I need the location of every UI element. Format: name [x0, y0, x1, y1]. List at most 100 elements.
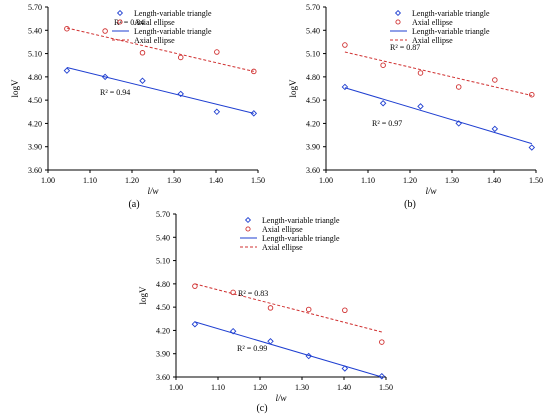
ellipse-data-point [380, 62, 386, 68]
ellipse-data-point [342, 307, 348, 313]
ellipse-data-point [251, 68, 257, 75]
y-axis-label: logV [288, 79, 298, 98]
y-tick-label: 4.80 [306, 73, 320, 82]
y-tick-label: 5.10 [28, 50, 42, 59]
x-tick-label: 1.30 [167, 176, 181, 185]
chart-panel-1: 3.60 3.90 4.20 4.50 4.80 5.10 5.40 5.70 1.00 1.10… [10, 3, 265, 210]
r-squared-label: R² = 0.87 [390, 43, 420, 52]
ellipse-data-point [492, 77, 498, 83]
legend-label: Length-variable triangle [134, 9, 212, 18]
ellipse-data-point [230, 289, 236, 296]
x-tick-label: 1.20 [253, 383, 267, 392]
y-tick-label: 3.90 [306, 143, 320, 152]
ellipse-data-point [417, 70, 424, 76]
y-tick-label: 4.20 [156, 326, 170, 335]
triangle-data-point [250, 110, 258, 117]
triangle-data-point [528, 144, 536, 151]
triangle-data-point [177, 90, 184, 98]
triangle-data-point [378, 372, 386, 380]
y-tick-label: 3.90 [156, 350, 170, 359]
triangle-data-point [341, 83, 349, 91]
x-tick-label: 1.50 [251, 176, 265, 185]
y-tick-label: 4.20 [306, 119, 320, 128]
ellipse-data-point [214, 49, 220, 55]
x-tick-label: 1.00 [41, 176, 55, 185]
y-tick-label: 4.20 [28, 119, 42, 128]
panel-label: (c) [256, 403, 267, 414]
legend-label: Axial ellipse [412, 36, 453, 45]
y-tick-label: 3.60 [28, 166, 42, 175]
triangle-data-point [455, 120, 462, 127]
x-tick-label: 1.10 [361, 176, 375, 185]
triangle-data-point [305, 352, 312, 360]
ellipse-fit-line [344, 51, 532, 96]
legend-label: Axial ellipse [262, 243, 303, 252]
legend-label: Length-variable triangle [262, 234, 340, 243]
triangle-data-point [213, 108, 221, 116]
ellipse-data-point [139, 50, 146, 56]
r-squared-label: R² = 0.97 [372, 119, 402, 128]
x-axis-label: l/w [425, 186, 436, 196]
legend-marker-diamond [244, 216, 252, 224]
triangle-data-point [267, 338, 274, 345]
ellipse-data-point [342, 42, 348, 48]
triangle-fit-line [66, 67, 254, 114]
y-tick-label: 5.40 [156, 233, 170, 242]
x-axis-label: l/w [275, 393, 286, 403]
y-tick-label: 4.50 [306, 96, 320, 105]
x-tick-label: 1.50 [379, 383, 393, 392]
x-tick-label: 1.00 [169, 383, 183, 392]
ellipse-fit-line [66, 27, 254, 72]
y-tick-label: 5.70 [306, 3, 320, 12]
triangle-data-point [491, 125, 499, 133]
r-squared-label: R² = 0.94 [100, 88, 130, 97]
x-tick-label: 1.40 [209, 176, 223, 185]
triangle-data-point [341, 365, 349, 372]
ellipse-data-point [64, 25, 70, 32]
ellipse-data-point [305, 306, 312, 313]
panel-label: (b) [404, 199, 416, 210]
legend-marker-circle [245, 226, 251, 232]
panel-label: (a) [128, 199, 139, 210]
y-tick-label: 5.40 [306, 26, 320, 35]
y-tick-label: 4.80 [156, 280, 170, 289]
legend-label: Axial ellipse [412, 18, 453, 27]
triangle-fit-line [344, 87, 532, 145]
y-tick-label: 4.50 [28, 96, 42, 105]
chart-panel-2: 3.60 3.90 4.20 4.50 4.80 5.10 5.40 5.70 1.00 1.10… [288, 3, 543, 210]
ellipse-data-point [529, 91, 535, 98]
x-tick-label: 1.20 [403, 176, 417, 185]
y-tick-label: 5.70 [28, 3, 42, 12]
ellipse-data-point [102, 28, 108, 34]
legend-label: Axial ellipse [134, 36, 175, 45]
y-tick-label: 5.10 [156, 257, 170, 266]
triangle-data-point [191, 320, 199, 328]
x-axis-label: l/w [147, 186, 158, 196]
legend-label: Axial ellipse [134, 18, 175, 27]
r-squared-label: R² = 0.84 [114, 18, 144, 27]
ellipse-data-point [267, 305, 274, 311]
r-squared-label: R² = 0.99 [237, 344, 267, 353]
ellipse-data-point [379, 339, 385, 345]
r-squared-label: R² = 0.83 [238, 289, 268, 298]
y-tick-label: 5.40 [28, 26, 42, 35]
x-tick-label: 1.00 [319, 176, 333, 185]
y-axis-label: logV [10, 79, 20, 98]
legend-marker-circle [395, 19, 401, 25]
triangle-data-point [63, 67, 71, 74]
legend-label: Length-variable triangle [412, 9, 490, 18]
triangle-data-point [379, 100, 387, 107]
legend-label: Length-variable triangle [134, 27, 212, 36]
ellipse-data-point [177, 54, 184, 61]
y-tick-label: 3.60 [306, 166, 320, 175]
y-tick-label: 3.60 [156, 373, 170, 382]
x-tick-label: 1.40 [487, 176, 501, 185]
legend-label: Length-variable triangle [412, 27, 490, 36]
x-tick-label: 1.20 [125, 176, 139, 185]
x-tick-label: 1.40 [337, 383, 351, 392]
y-tick-label: 4.80 [28, 73, 42, 82]
x-tick-label: 1.10 [211, 383, 225, 392]
y-axis-label: logV [138, 286, 148, 305]
